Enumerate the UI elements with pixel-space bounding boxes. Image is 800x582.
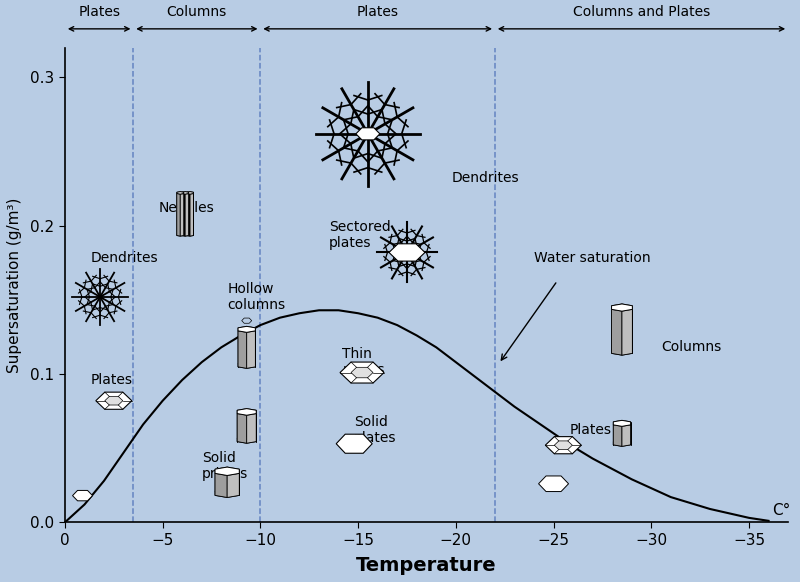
Polygon shape	[215, 489, 239, 498]
Polygon shape	[238, 331, 246, 368]
Polygon shape	[215, 467, 227, 491]
Polygon shape	[185, 193, 189, 236]
Polygon shape	[186, 193, 190, 236]
Polygon shape	[182, 191, 189, 194]
Polygon shape	[237, 409, 246, 438]
Polygon shape	[215, 473, 227, 498]
Polygon shape	[215, 467, 239, 475]
Polygon shape	[336, 434, 372, 453]
Text: Columns: Columns	[166, 5, 227, 19]
Polygon shape	[622, 420, 630, 442]
Text: Plates: Plates	[357, 5, 398, 19]
Text: Plates: Plates	[569, 423, 611, 438]
Text: C°: C°	[773, 503, 791, 518]
Text: Thin
plates: Thin plates	[342, 347, 385, 377]
Polygon shape	[190, 193, 194, 236]
Text: Sectored
plates: Sectored plates	[329, 219, 390, 250]
Text: Water saturation: Water saturation	[534, 251, 650, 265]
Polygon shape	[614, 441, 630, 446]
Polygon shape	[611, 348, 632, 355]
Polygon shape	[237, 409, 256, 415]
Polygon shape	[614, 425, 622, 446]
Polygon shape	[351, 367, 373, 378]
Polygon shape	[227, 467, 239, 491]
Polygon shape	[622, 304, 632, 350]
Text: Plates: Plates	[90, 373, 132, 387]
Polygon shape	[177, 191, 180, 235]
Polygon shape	[227, 473, 239, 498]
X-axis label: Temperature: Temperature	[356, 556, 497, 575]
Polygon shape	[622, 425, 630, 446]
Polygon shape	[177, 234, 184, 236]
Polygon shape	[186, 191, 190, 235]
Polygon shape	[237, 436, 256, 443]
Polygon shape	[180, 193, 184, 236]
Polygon shape	[389, 244, 425, 261]
Polygon shape	[246, 331, 255, 368]
Polygon shape	[611, 310, 622, 355]
Polygon shape	[340, 362, 384, 383]
Polygon shape	[185, 191, 189, 235]
Polygon shape	[554, 441, 572, 449]
Text: Hollow
columns: Hollow columns	[227, 282, 286, 312]
Text: Solid
plates: Solid plates	[354, 416, 397, 445]
Text: Needles: Needles	[158, 201, 214, 215]
Polygon shape	[246, 409, 256, 438]
Polygon shape	[238, 363, 255, 368]
Polygon shape	[182, 191, 185, 235]
Polygon shape	[190, 191, 194, 235]
Polygon shape	[246, 414, 256, 443]
Polygon shape	[356, 128, 380, 140]
Polygon shape	[622, 310, 632, 355]
Polygon shape	[546, 436, 582, 454]
Polygon shape	[177, 191, 184, 194]
Text: Columns: Columns	[661, 340, 722, 354]
Text: Columns and Plates: Columns and Plates	[573, 5, 710, 19]
Polygon shape	[538, 476, 569, 492]
Polygon shape	[246, 327, 255, 364]
Polygon shape	[186, 234, 194, 236]
Polygon shape	[614, 420, 622, 442]
Polygon shape	[73, 491, 93, 501]
Polygon shape	[96, 392, 132, 409]
Polygon shape	[614, 420, 630, 427]
Polygon shape	[611, 304, 632, 311]
Polygon shape	[182, 234, 189, 236]
Text: Dendrites: Dendrites	[452, 171, 519, 185]
Text: Plates: Plates	[78, 5, 120, 19]
Text: Solid
prisms: Solid prisms	[202, 451, 248, 481]
Text: Dendrites: Dendrites	[90, 251, 158, 265]
Polygon shape	[238, 327, 246, 364]
Polygon shape	[186, 191, 194, 194]
Polygon shape	[177, 193, 180, 236]
Polygon shape	[237, 414, 246, 443]
Y-axis label: Supersaturation (g/m³): Supersaturation (g/m³)	[7, 197, 22, 372]
Polygon shape	[180, 191, 184, 235]
Polygon shape	[238, 327, 255, 332]
Polygon shape	[105, 396, 123, 405]
Polygon shape	[182, 193, 185, 236]
Polygon shape	[611, 304, 622, 350]
Polygon shape	[242, 318, 252, 323]
